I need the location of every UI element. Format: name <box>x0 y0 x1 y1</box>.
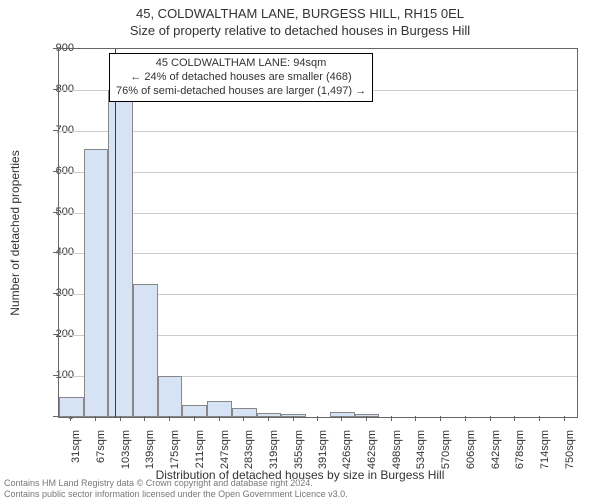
gridline <box>59 253 577 254</box>
x-tick-mark <box>194 416 195 421</box>
histogram-bar <box>232 408 257 417</box>
annotation-box: 45 COLDWALTHAM LANE: 94sqm ← 24% of deta… <box>109 53 373 102</box>
y-tick-mark <box>53 48 58 49</box>
x-tick-mark <box>293 416 294 421</box>
y-tick-mark <box>53 334 58 335</box>
x-tick-mark <box>440 416 441 421</box>
footer-line-2: Contains public sector information licen… <box>4 489 596 499</box>
x-tick-mark <box>317 416 318 421</box>
figure-root: 45, COLDWALTHAM LANE, BURGESS HILL, RH15… <box>0 0 600 500</box>
attribution-footer: Contains HM Land Registry data © Crown c… <box>4 478 596 499</box>
x-tick-mark <box>539 416 540 421</box>
footer-line-1: Contains HM Land Registry data © Crown c… <box>4 478 596 488</box>
title-address: 45, COLDWALTHAM LANE, BURGESS HILL, RH15… <box>0 6 600 23</box>
y-tick-mark <box>53 89 58 90</box>
x-tick-mark <box>95 416 96 421</box>
gridline <box>59 131 577 132</box>
histogram-bar <box>133 284 158 417</box>
histogram-bar <box>330 412 355 417</box>
x-tick-mark <box>490 416 491 421</box>
x-tick-mark <box>144 416 145 421</box>
y-tick-mark <box>53 293 58 294</box>
x-tick-mark <box>219 416 220 421</box>
x-tick-mark <box>391 416 392 421</box>
annotation-line-2: ← 24% of detached houses are smaller (46… <box>116 71 366 85</box>
x-tick-mark <box>70 416 71 421</box>
y-tick-mark <box>53 252 58 253</box>
x-tick-mark <box>415 416 416 421</box>
reference-marker-line <box>115 49 116 417</box>
x-tick-mark <box>465 416 466 421</box>
plot-area: 45 COLDWALTHAM LANE: 94sqm ← 24% of deta… <box>58 48 578 418</box>
gridline <box>59 213 577 214</box>
x-tick-mark <box>564 416 565 421</box>
title-block: 45, COLDWALTHAM LANE, BURGESS HILL, RH15… <box>0 0 600 40</box>
annotation-line-3: 76% of semi-detached houses are larger (… <box>116 85 366 99</box>
x-tick-mark <box>268 416 269 421</box>
histogram-bar <box>355 414 380 417</box>
y-tick-mark <box>53 416 58 417</box>
y-tick-mark <box>53 212 58 213</box>
title-subtitle: Size of property relative to detached ho… <box>0 23 600 40</box>
x-tick-mark <box>341 416 342 421</box>
y-tick-mark <box>53 171 58 172</box>
y-tick-mark <box>53 130 58 131</box>
x-tick-mark <box>366 416 367 421</box>
histogram-bar <box>108 90 133 417</box>
y-axis-title: Number of detached properties <box>8 150 22 315</box>
histogram-bar <box>257 413 282 417</box>
histogram-bar <box>59 397 84 417</box>
y-tick-mark <box>53 375 58 376</box>
histogram-bar <box>207 401 232 417</box>
histogram-bar <box>158 376 183 417</box>
x-tick-mark <box>243 416 244 421</box>
x-tick-mark <box>514 416 515 421</box>
gridline <box>59 172 577 173</box>
x-tick-mark <box>120 416 121 421</box>
histogram-bar <box>84 149 109 417</box>
x-tick-mark <box>169 416 170 421</box>
annotation-line-1: 45 COLDWALTHAM LANE: 94sqm <box>116 57 366 71</box>
